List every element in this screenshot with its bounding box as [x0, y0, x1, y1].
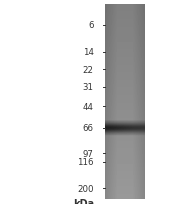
Text: 14: 14 [83, 48, 94, 57]
Text: 31: 31 [83, 83, 94, 92]
Text: 22: 22 [83, 65, 94, 74]
Text: 6: 6 [88, 21, 94, 30]
Text: 44: 44 [83, 102, 94, 111]
Text: 97: 97 [83, 149, 94, 158]
Text: 116: 116 [77, 158, 94, 166]
Text: 200: 200 [77, 184, 94, 193]
Text: 66: 66 [83, 124, 94, 133]
Text: kDa: kDa [73, 198, 94, 204]
